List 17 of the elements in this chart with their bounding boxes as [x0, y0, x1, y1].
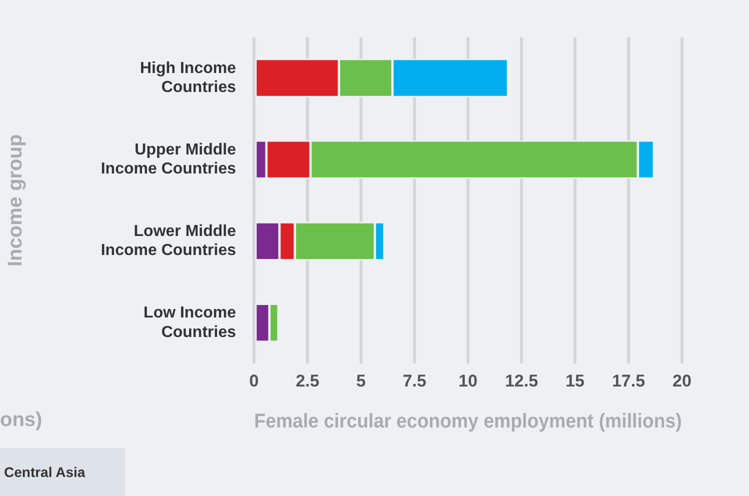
x-tick-label: 5 [356, 371, 366, 390]
text: Central Asia [0, 448, 125, 496]
text: ons) [0, 409, 42, 432]
x-tick-label: 17.5 [612, 371, 646, 390]
y-axis-title: Income group [4, 134, 27, 267]
y-tick-label: Lower Middle Income Countries [100, 223, 236, 260]
x-tick-label: 15 [566, 371, 584, 390]
x-tick-label: 12.5 [504, 371, 538, 390]
y-tick-label: High Income Countries [140, 60, 236, 96]
x-tick-label: 7.5 [402, 371, 426, 390]
x-tick-label: 2.5 [296, 371, 320, 390]
y-tick-label: Upper Middle Income Countries [100, 141, 236, 178]
x-tick-label: 0 [249, 371, 259, 390]
x-tick-label: 10 [458, 371, 478, 390]
x-tick-label: 20 [672, 371, 692, 390]
x-axis-title: Female circular economy employment (millions) [254, 410, 682, 433]
y-tick-label: Low Income Countries [144, 304, 236, 341]
